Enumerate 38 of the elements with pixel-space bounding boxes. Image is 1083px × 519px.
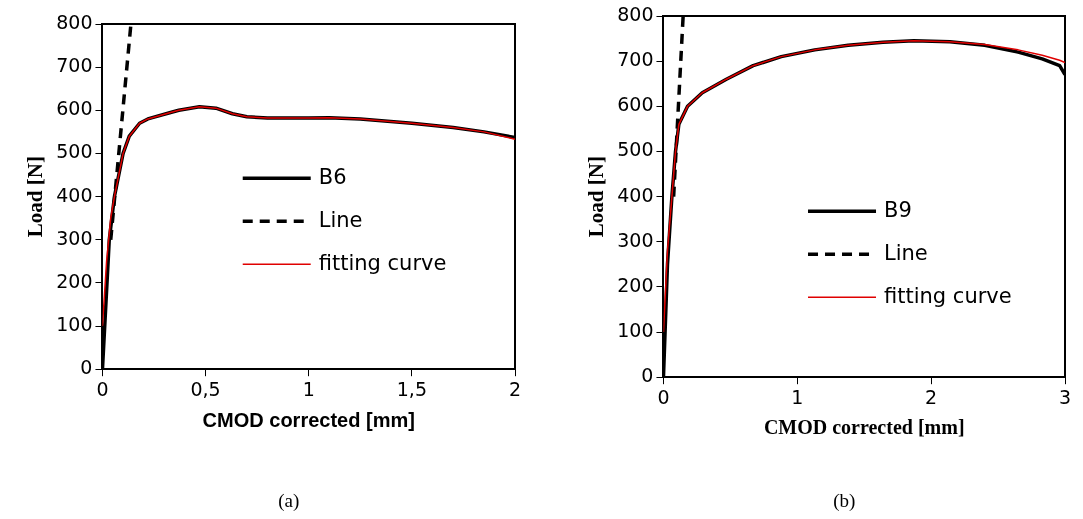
y-tick-label: 800 [56, 10, 93, 33]
text: (a) [278, 490, 300, 512]
y-tick-label: 300 [56, 226, 93, 249]
y-axis-title: Load [N] [23, 156, 48, 238]
y-tick-label: 700 [617, 48, 654, 71]
y-tick-label: 0 [80, 356, 93, 379]
y-tick-label: 100 [56, 312, 93, 335]
y-tick-label: 500 [617, 138, 654, 161]
y-tick-label: 100 [617, 318, 654, 341]
y-tick-label: 600 [617, 93, 654, 116]
x-axis-title: CMOD corrected [mm] [763, 416, 965, 439]
text: (b) [833, 490, 856, 512]
x-tick-label: 1 [791, 385, 804, 408]
x-tick-label: 1 [302, 377, 315, 400]
y-tick-label: 200 [56, 269, 93, 292]
legend-label: fitting curve [884, 283, 1012, 308]
x-tick-label: 1,5 [396, 377, 427, 400]
y-tick-label: 600 [56, 97, 93, 120]
y-axis-title: Load [N] [584, 156, 609, 238]
y-tick-label: 400 [617, 183, 654, 206]
y-tick-label: 800 [617, 2, 654, 25]
legend-label: B9 [884, 197, 912, 222]
legend-label: Line [318, 207, 363, 232]
x-tick-label: 0 [96, 377, 109, 400]
x-tick-label: 0 [657, 385, 670, 408]
y-tick-label: 300 [617, 228, 654, 251]
x-tick-label: 2 [925, 385, 938, 408]
y-tick-label: 500 [56, 140, 93, 163]
x-axis-title: CMOD corrected [mm] [202, 408, 415, 431]
legend-label: B6 [318, 164, 347, 189]
y-tick-label: 200 [617, 273, 654, 296]
y-tick-label: 400 [56, 183, 93, 206]
legend-label: fitting curve [318, 250, 447, 275]
x-tick-label: 0,5 [190, 377, 221, 400]
y-tick-label: 700 [56, 54, 93, 77]
x-tick-label: 3 [1058, 385, 1072, 408]
legend-label: Line [884, 240, 928, 265]
x-tick-label: 2 [508, 377, 522, 400]
